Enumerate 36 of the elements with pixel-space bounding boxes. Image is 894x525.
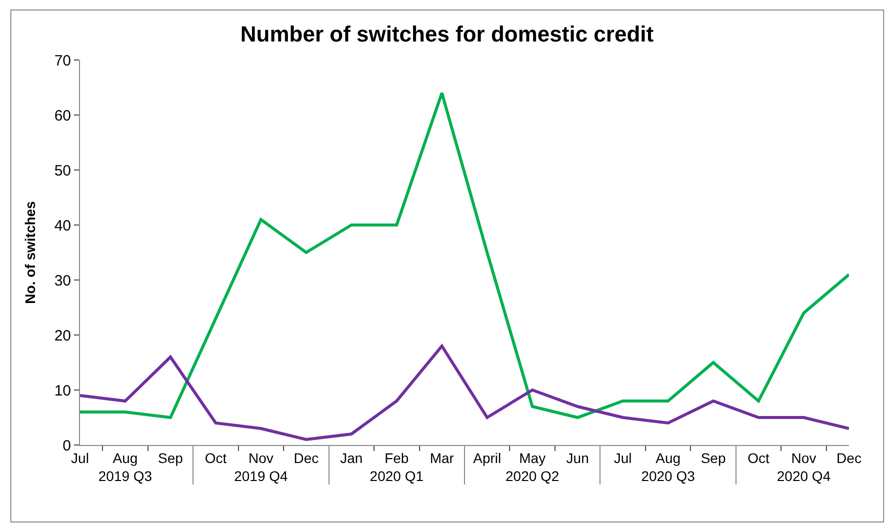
y-tick-label: 70	[54, 52, 71, 70]
y-tick-label: 30	[54, 272, 71, 290]
y-tick-label: 60	[54, 107, 71, 124]
x-tick-label: Aug	[656, 450, 681, 466]
x-tick-label: Oct	[204, 450, 227, 466]
x-tick-label: Jan	[340, 450, 363, 466]
line-series	[80, 344, 849, 441]
x-tick-label: Dec	[836, 450, 862, 466]
y-axis-title: No. of switches	[22, 200, 38, 304]
chart-title: Number of switches for domestic credit	[240, 22, 654, 47]
x-tick-label: Oct	[748, 450, 770, 466]
x-tick-label: Nov	[248, 450, 274, 466]
x-tick-label: Sep	[158, 450, 184, 466]
x-tick-label: Aug	[112, 450, 138, 466]
x-tick-label: Jul	[71, 450, 89, 466]
text: 2020 Q3	[641, 468, 696, 484]
x-tick-label: Jun	[566, 450, 589, 466]
text: 2019 Q4	[234, 468, 288, 484]
y-tick-label: 50	[54, 162, 71, 180]
y-tick-label: 40	[54, 217, 71, 234]
y-tick-label: 20	[54, 327, 71, 344]
x-tick-label: May	[519, 450, 546, 466]
x-tick-label: Feb	[384, 450, 409, 466]
text: 2020 Q4	[776, 468, 831, 484]
x-tick-label: Mar	[430, 450, 454, 466]
text: 2019 Q3	[98, 468, 152, 484]
line-series	[80, 92, 849, 419]
x-tick-label: Sep	[700, 450, 726, 466]
x-tick-label: Dec	[294, 450, 319, 466]
x-tick-label: Nov	[791, 450, 816, 466]
text: 2020 Q1	[370, 468, 424, 484]
x-tick-label: Jul	[614, 450, 632, 466]
y-tick-label: 0	[62, 437, 71, 454]
y-tick-label: 10	[54, 382, 71, 400]
x-tick-label: April	[473, 450, 502, 466]
text: 2020 Q2	[505, 468, 560, 484]
